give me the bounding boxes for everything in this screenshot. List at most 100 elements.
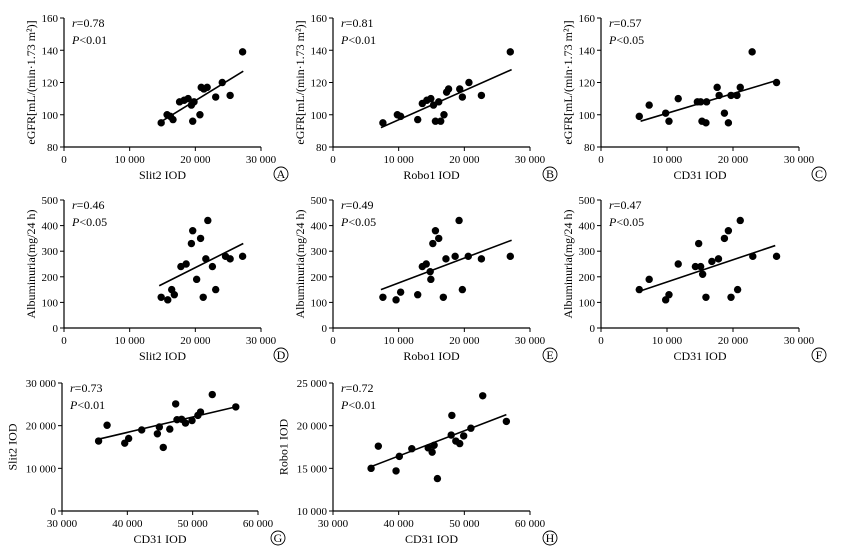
data-point <box>196 408 205 416</box>
data-point <box>204 216 212 225</box>
stat-r: r=0.49 <box>341 198 373 212</box>
y-tick-label: 80 <box>316 142 328 154</box>
panel-label: C <box>815 167 823 181</box>
x-tick-label: 50 000 <box>449 518 480 530</box>
data-point <box>715 91 723 100</box>
data-point <box>203 83 211 92</box>
data-point <box>456 439 464 448</box>
y-tick-label: 300 <box>311 246 328 258</box>
data-point <box>379 293 387 301</box>
panel-label: B <box>546 167 554 181</box>
panel-label-circle <box>273 166 289 182</box>
data-point <box>442 88 451 96</box>
data-point <box>674 94 682 103</box>
data-point <box>435 98 443 106</box>
y-tick-label: 160 <box>311 13 328 25</box>
y-tick-label: 80 <box>584 142 596 154</box>
data-point <box>665 291 673 299</box>
y-tick-label: 140 <box>311 45 328 57</box>
y-tick-label: 500 <box>579 195 596 207</box>
x-tick-label: 10 000 <box>384 335 415 347</box>
data-point <box>674 260 682 268</box>
data-point <box>433 474 442 483</box>
panel-label: H <box>546 531 555 545</box>
y-tick-label: 15 000 <box>297 463 328 475</box>
y-tick-label: 140 <box>42 45 59 57</box>
x-tick-label: 10 000 <box>652 154 683 166</box>
y-tick-label: 300 <box>579 246 596 258</box>
data-point <box>414 291 422 299</box>
data-point <box>429 239 437 248</box>
data-point <box>232 403 240 411</box>
regression-line <box>640 244 776 292</box>
data-point <box>196 234 205 243</box>
data-point <box>736 83 744 92</box>
panel-b: 0 10 000 20 000 30 000 80 100 120 140 160 Robo1 I… <box>293 13 558 182</box>
data-point <box>426 267 434 276</box>
x-axis-label: CD31 IOD <box>674 349 727 363</box>
y-axis-label: eGFR[mL/(min·1.73 m²)] <box>293 20 307 144</box>
x-tick-label: 0 <box>330 335 336 347</box>
data-point <box>379 119 387 127</box>
x-tick-label: 20 000 <box>449 154 480 166</box>
data-point <box>166 425 174 433</box>
data-point <box>238 48 247 56</box>
data-point <box>694 239 703 248</box>
data-point <box>171 400 180 408</box>
y-tick-label: 200 <box>42 272 59 284</box>
data-point <box>698 270 707 278</box>
y-tick-label: 100 <box>579 110 596 122</box>
x-axis-label: Slit2 IOD <box>139 168 186 182</box>
data-point <box>414 115 422 124</box>
x-axis-label: Robo1 IOD <box>403 349 460 363</box>
x-tick-label: 0 <box>598 154 604 166</box>
data-point <box>395 452 404 461</box>
x-axis-label: CD31 IOD <box>674 168 727 182</box>
data-point <box>374 442 383 450</box>
data-point <box>392 467 400 475</box>
data-point <box>440 111 448 119</box>
x-tick-label: 30 000 <box>246 335 277 347</box>
panel-label: D <box>277 348 286 362</box>
x-tick-label: 40 000 <box>112 518 143 530</box>
data-point <box>159 443 167 452</box>
data-point <box>645 101 653 109</box>
data-point <box>427 94 435 103</box>
y-tick-label: 400 <box>579 221 596 233</box>
data-point <box>211 93 220 101</box>
data-point <box>506 48 514 56</box>
stat-p: P<0.01 <box>340 398 376 412</box>
x-tick-label: 10 000 <box>115 335 146 347</box>
data-point <box>190 98 198 106</box>
data-point <box>170 291 179 299</box>
x-tick-label: 30 000 <box>318 518 349 530</box>
y-tick-label: 0 <box>590 323 596 335</box>
x-tick-label: 20 000 <box>449 335 480 347</box>
data-point <box>459 432 468 440</box>
data-point <box>196 111 204 119</box>
data-point <box>396 112 405 121</box>
data-point <box>702 293 710 301</box>
y-axis-label: Albuminuria(mg/24 h) <box>561 210 575 319</box>
data-point <box>199 293 207 301</box>
data-point <box>430 441 438 449</box>
x-axis-label: Robo1 IOD <box>403 168 460 182</box>
data-point <box>392 296 400 304</box>
panel-label: F <box>816 348 823 362</box>
panel-label: E <box>546 348 553 362</box>
y-tick-label: 500 <box>42 195 59 207</box>
data-point <box>192 275 201 284</box>
y-tick-label: 10 000 <box>26 463 57 475</box>
data-point <box>696 98 705 106</box>
data-point <box>169 115 177 124</box>
data-point <box>696 262 705 271</box>
data-point <box>733 285 742 294</box>
data-point <box>702 119 710 127</box>
panel-h: 30 000 40 000 50 000 60 000 10 000 15 000 20 0… <box>276 378 558 546</box>
data-point <box>396 288 405 296</box>
y-tick-label: 500 <box>311 195 328 207</box>
x-tick-label: 20 000 <box>180 154 211 166</box>
data-point <box>208 262 217 271</box>
data-point <box>436 117 445 125</box>
